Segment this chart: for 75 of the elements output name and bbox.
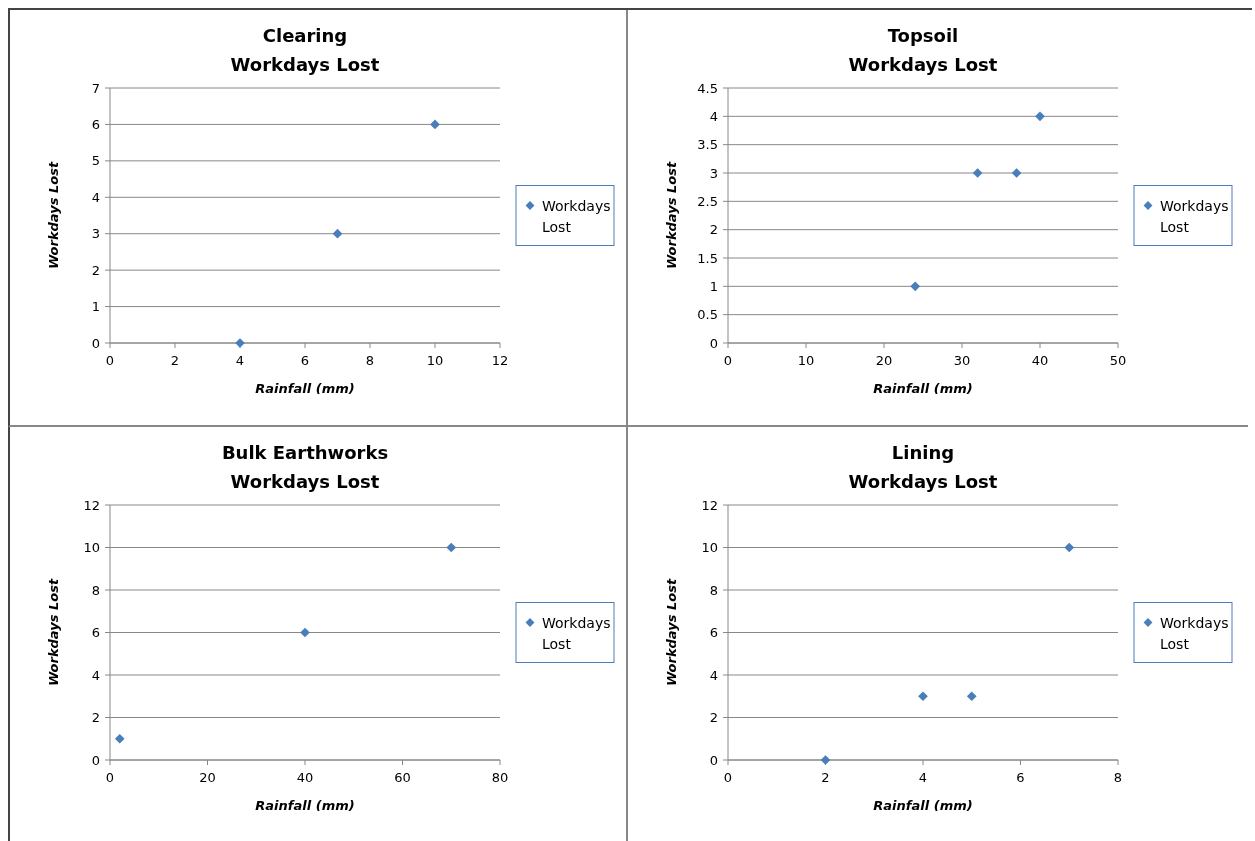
- x-tick-label: 8: [365, 353, 375, 368]
- y-tick-label: 4: [91, 189, 100, 205]
- legend-label: Workdays Lost: [542, 197, 611, 235]
- x-tick-label: 10: [426, 353, 444, 368]
- chart-title: Lining: [891, 442, 955, 463]
- x-tick-label: 2: [170, 353, 180, 368]
- y-tick-label: 4: [709, 108, 718, 124]
- x-tick-label: 8: [1113, 770, 1123, 785]
- chart-subtitle: Workdays Lost: [230, 471, 380, 492]
- y-tick-label: 10: [701, 540, 718, 556]
- y-tick-label: 0.5: [697, 307, 718, 323]
- x-tick-label: 40: [296, 770, 314, 785]
- y-tick-label: 3: [91, 226, 100, 242]
- y-tick-label: 3: [709, 165, 718, 181]
- y-tick-label: 0: [709, 335, 718, 351]
- y-tick-label: 8: [709, 582, 718, 598]
- legend-label: Workdays Lost: [1160, 197, 1229, 235]
- y-axis-title: Workdays Lost: [46, 161, 61, 270]
- y-tick-label: 2: [709, 710, 718, 726]
- x-tick-label: 20: [875, 353, 893, 368]
- x-tick-label: 6: [1016, 770, 1025, 785]
- x-axis-title: Rainfall (mm): [255, 798, 355, 813]
- x-tick-label: 0: [105, 770, 115, 785]
- y-tick-label: 1.5: [697, 250, 718, 266]
- x-tick-label: 0: [723, 353, 733, 368]
- x-tick-label: 12: [491, 353, 509, 368]
- y-tick-label: 12: [83, 497, 100, 513]
- x-tick-label: 4: [235, 353, 245, 368]
- x-tick-label: 4: [918, 770, 928, 785]
- x-tick-label: 50: [1109, 353, 1127, 368]
- chart-title: Bulk Earthworks: [221, 442, 389, 463]
- y-tick-label: 10: [83, 540, 100, 556]
- y-tick-label: 4: [91, 667, 100, 683]
- x-tick-label: 0: [105, 353, 115, 368]
- x-axis-title: Rainfall (mm): [873, 798, 973, 813]
- y-tick-label: 2: [91, 262, 100, 278]
- y-tick-label: 6: [709, 625, 718, 641]
- y-tick-label: 6: [91, 625, 100, 641]
- y-tick-label: 2.5: [697, 193, 718, 209]
- chart-title: Topsoil: [887, 25, 959, 46]
- y-tick-label: 6: [91, 116, 100, 132]
- y-tick-label: 0: [91, 335, 100, 351]
- x-tick-label: 80: [491, 770, 509, 785]
- y-tick-label: 3.5: [697, 137, 718, 153]
- y-tick-label: 7: [91, 80, 100, 96]
- legend-label: Workdays Lost: [542, 614, 611, 652]
- x-tick-label: 20: [199, 770, 216, 785]
- y-tick-label: 12: [701, 497, 718, 513]
- x-axis-title: Rainfall (mm): [255, 381, 355, 396]
- x-axis-title: Rainfall (mm): [873, 381, 973, 396]
- y-tick-label: 4: [709, 667, 718, 683]
- y-axis-title: Workdays Lost: [46, 578, 61, 687]
- y-tick-label: 0: [709, 752, 718, 768]
- y-axis-title: Workdays Lost: [664, 578, 679, 687]
- y-tick-label: 1: [91, 299, 100, 315]
- legend-label: Workdays Lost: [1160, 614, 1229, 652]
- x-tick-label: 10: [797, 353, 815, 368]
- x-tick-label: 30: [953, 353, 971, 368]
- x-tick-label: 60: [394, 770, 411, 785]
- y-tick-label: 8: [91, 582, 100, 598]
- y-tick-label: 2: [91, 710, 100, 726]
- x-tick-label: 6: [300, 353, 310, 368]
- y-axis-title: Workdays Lost: [664, 161, 679, 270]
- chart-title: Clearing: [262, 25, 348, 46]
- y-tick-label: 4.5: [697, 80, 718, 96]
- y-tick-label: 0: [91, 752, 100, 768]
- x-tick-label: 0: [723, 770, 733, 785]
- x-tick-label: 2: [821, 770, 830, 785]
- y-tick-label: 1: [709, 278, 718, 294]
- chart-subtitle: Workdays Lost: [848, 54, 998, 75]
- chart-subtitle: Workdays Lost: [848, 471, 998, 492]
- chart-subtitle: Workdays Lost: [230, 54, 380, 75]
- x-tick-label: 40: [1031, 353, 1049, 368]
- y-tick-label: 5: [91, 153, 100, 169]
- y-tick-label: 2: [709, 222, 718, 238]
